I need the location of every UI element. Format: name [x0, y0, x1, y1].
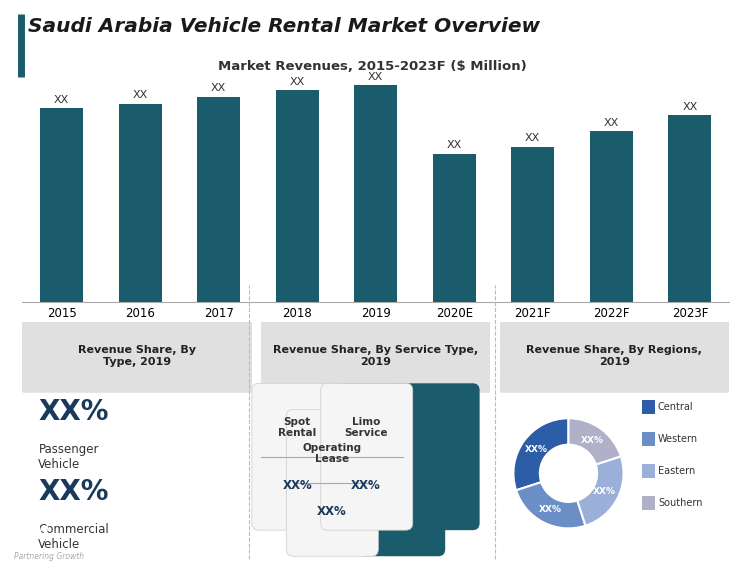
Text: XX: XX: [446, 140, 462, 150]
FancyBboxPatch shape: [20, 319, 254, 393]
Bar: [590, 131, 633, 302]
FancyBboxPatch shape: [323, 383, 411, 530]
Text: Partnering Growth: Partnering Growth: [14, 552, 85, 561]
FancyBboxPatch shape: [321, 383, 413, 530]
Text: Market Revenues, 2015-2023F ($ Million): Market Revenues, 2015-2023F ($ Million): [218, 60, 526, 73]
Text: XX: XX: [368, 72, 383, 82]
Text: XX%: XX%: [351, 479, 381, 492]
Text: Limo
Service: Limo Service: [344, 417, 388, 438]
Text: XX: XX: [132, 90, 148, 100]
Text: Passenger
Vehicle: Passenger Vehicle: [39, 442, 99, 470]
FancyBboxPatch shape: [642, 464, 655, 478]
Text: Central: Central: [658, 402, 693, 412]
FancyBboxPatch shape: [642, 432, 655, 446]
Bar: [275, 90, 318, 302]
Bar: [668, 115, 711, 302]
Text: XX: XX: [211, 83, 226, 93]
Text: XX: XX: [603, 117, 619, 128]
FancyBboxPatch shape: [252, 383, 344, 530]
Text: Revenue Share, By Service Type,
2019: Revenue Share, By Service Type, 2019: [273, 345, 478, 367]
FancyBboxPatch shape: [642, 400, 655, 414]
Bar: [118, 104, 161, 302]
Text: XX%: XX%: [282, 479, 312, 492]
Bar: [197, 97, 240, 302]
Text: XX: XX: [525, 133, 540, 144]
Text: Commercial
Vehicle: Commercial Vehicle: [39, 523, 109, 551]
Text: Spot
Rental: Spot Rental: [278, 417, 316, 438]
Text: XX: XX: [54, 95, 69, 105]
Bar: [511, 147, 554, 302]
Text: Revenue Share, By
Type, 2019: Revenue Share, By Type, 2019: [78, 345, 196, 367]
Text: XX: XX: [289, 76, 305, 87]
Text: Revenue Share, By Regions,
2019: Revenue Share, By Regions, 2019: [527, 345, 702, 367]
Bar: [40, 108, 83, 302]
Text: Western: Western: [658, 434, 698, 443]
Text: research: research: [51, 531, 91, 540]
Text: 6W: 6W: [14, 526, 50, 545]
FancyBboxPatch shape: [642, 496, 655, 510]
Text: XX%: XX%: [39, 397, 109, 425]
FancyBboxPatch shape: [286, 409, 379, 556]
Text: Eastern: Eastern: [658, 466, 695, 476]
Bar: [433, 154, 476, 302]
Text: XX%: XX%: [317, 506, 347, 519]
FancyBboxPatch shape: [497, 319, 731, 393]
Bar: [354, 86, 397, 302]
FancyBboxPatch shape: [357, 409, 445, 556]
Text: XX%: XX%: [39, 478, 109, 506]
FancyBboxPatch shape: [392, 383, 480, 530]
Text: Saudi Arabia Vehicle Rental Market Overview: Saudi Arabia Vehicle Rental Market Overv…: [28, 17, 540, 36]
Text: Operating
Lease: Operating Lease: [302, 443, 361, 465]
Text: XX: XX: [682, 101, 697, 112]
FancyBboxPatch shape: [259, 319, 493, 393]
Text: Southern: Southern: [658, 498, 702, 508]
